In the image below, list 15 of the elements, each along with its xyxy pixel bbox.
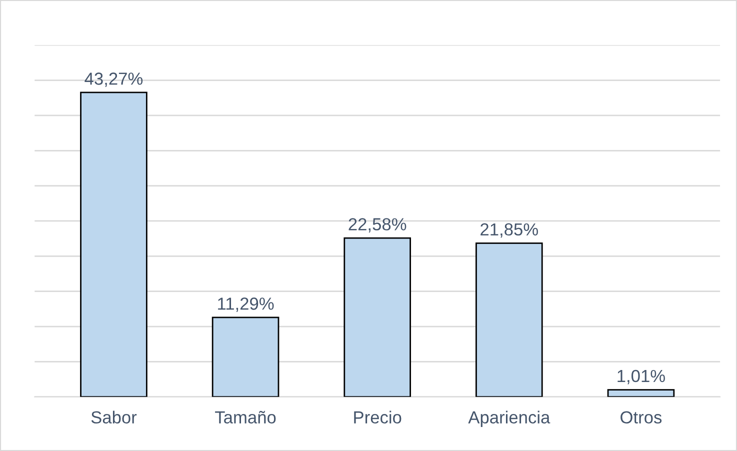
- bar: [476, 242, 543, 397]
- bar: [212, 316, 280, 397]
- bar: [80, 92, 148, 397]
- x-tick-label: Apariencia: [468, 410, 550, 427]
- data-label: 22,58%: [348, 218, 406, 232]
- bar: [607, 389, 675, 397]
- data-label: 43,27%: [84, 72, 143, 87]
- data-label: 21,85%: [480, 223, 538, 238]
- x-tick-label: Otros: [620, 411, 662, 424]
- x-tick-label: Precio: [354, 410, 402, 424]
- data-label: 1,01%: [618, 370, 665, 384]
- bar: [344, 237, 411, 397]
- x-tick-label: Tamaño: [215, 410, 276, 424]
- data-label: 11,29%: [218, 298, 274, 312]
- x-tick-label: Sabor: [91, 410, 137, 424]
